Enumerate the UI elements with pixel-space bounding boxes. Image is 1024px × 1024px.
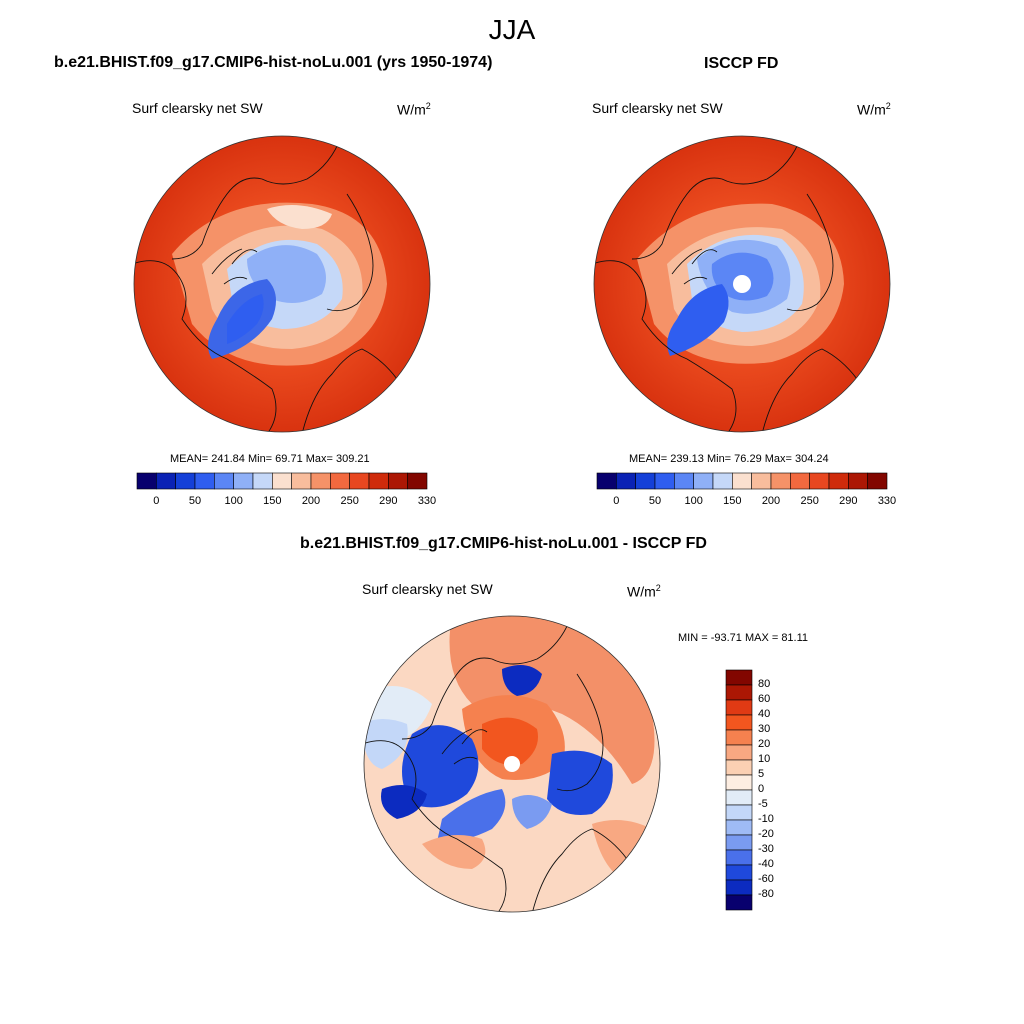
colorbar-diff-swatch xyxy=(725,894,753,911)
colorbar-diff-tick-label: -20 xyxy=(758,828,774,840)
colorbar-diff-swatch xyxy=(725,774,753,791)
colorbar-model-swatch xyxy=(156,472,176,490)
colorbar-model-tick-label: 330 xyxy=(417,495,437,507)
colorbar-model-swatch xyxy=(136,472,157,490)
colorbar-diff-swatch xyxy=(725,699,753,716)
colorbar-obs-tick-label: 50 xyxy=(648,495,662,507)
colorbar-obs-swatch xyxy=(712,472,733,490)
colorbar-diff-swatch xyxy=(725,744,753,761)
panel-diff-title: b.e21.BHIST.f09_g17.CMIP6-hist-noLu.001 … xyxy=(300,535,707,552)
colorbar-diff-tick-label: 10 xyxy=(758,753,771,765)
colorbar-obs-tick-label: 200 xyxy=(761,495,781,507)
colorbar-model-tick-label: 50 xyxy=(188,495,202,507)
colorbar-diff-tick-label: 30 xyxy=(758,723,771,735)
colorbar-obs-swatch xyxy=(751,472,772,490)
colorbar-diff-swatch xyxy=(725,834,753,851)
panel-obs-units: W/m2 xyxy=(857,101,891,118)
colorbar-diff-tick-label: -30 xyxy=(758,843,774,855)
polar-map-obs xyxy=(593,135,891,433)
colorbar-obs-swatch xyxy=(828,472,849,490)
colorbar-diff-tick-label: -80 xyxy=(758,888,774,900)
panel-diff-stats: MIN = -93.71 MAX = 81.11 xyxy=(678,632,809,644)
colorbar-obs-swatch xyxy=(732,472,752,490)
colorbar-diff-tick-label: -60 xyxy=(758,873,774,885)
colorbar-diff-tick-label: -5 xyxy=(758,798,768,810)
colorbar-obs-tick-label: 100 xyxy=(684,495,703,507)
colorbar-model-tick-label: 150 xyxy=(263,495,282,507)
colorbar-model-swatch xyxy=(194,472,215,490)
colorbar-model-swatch xyxy=(310,472,331,490)
colorbar-obs-swatch xyxy=(596,472,617,490)
colorbar-diff-swatch xyxy=(725,684,753,701)
colorbar-obs-swatch xyxy=(867,472,888,490)
polar-map-model xyxy=(133,135,431,433)
colorbar-diff-swatch xyxy=(725,789,753,806)
colorbar-model-tick-label: 100 xyxy=(224,495,243,507)
panel-obs-stats: MEAN= 239.13 Min= 76.29 Max= 304.24 xyxy=(629,453,829,465)
colorbar-diff-swatch xyxy=(725,819,753,836)
colorbar-obs-tick-label: 150 xyxy=(723,495,742,507)
colorbar-diff-swatch xyxy=(725,714,753,731)
colorbar-obs-swatch xyxy=(848,472,868,490)
colorbar-diff-tick-label: 80 xyxy=(758,678,771,690)
polar-map-diff xyxy=(363,615,661,913)
colorbar-obs-swatch xyxy=(790,472,810,490)
colorbar-diff-tick-label: -10 xyxy=(758,813,774,825)
colorbar-obs-swatch xyxy=(770,472,791,490)
colorbar-obs-swatch xyxy=(616,472,636,490)
colorbar-model-tick-label: 200 xyxy=(301,495,321,507)
colorbar-obs-swatch xyxy=(693,472,714,490)
panel-model-variable: Surf clearsky net SW xyxy=(132,100,263,116)
colorbar-model-swatch xyxy=(233,472,254,490)
colorbar-diff-tick-label: 60 xyxy=(758,693,771,705)
colorbar-obs-swatch xyxy=(654,472,675,490)
colorbar-obs-tick-label: 330 xyxy=(877,495,897,507)
figure-title: JJA xyxy=(488,14,536,45)
colorbar-obs-swatch xyxy=(674,472,694,490)
colorbar-diff-swatch xyxy=(725,804,753,821)
colorbar-model xyxy=(136,472,428,490)
colorbar-model-swatch xyxy=(388,472,408,490)
colorbar-model-swatch xyxy=(252,472,273,490)
colorbar-diff-tick-label: 0 xyxy=(758,783,765,795)
colorbar-obs-tick-label: 250 xyxy=(800,495,819,507)
colorbar-model-tick-label: 0 xyxy=(153,495,160,507)
panel-diff-variable: Surf clearsky net SW xyxy=(362,581,493,597)
colorbar-diff-swatch xyxy=(725,729,753,746)
colorbar-model-swatch xyxy=(330,472,350,490)
colorbar-model-tick-label: 250 xyxy=(340,495,359,507)
panel-obs-variable: Surf clearsky net SW xyxy=(592,100,723,116)
panel-model-title: b.e21.BHIST.f09_g17.CMIP6-hist-noLu.001 … xyxy=(54,54,493,71)
colorbar-diff-swatch xyxy=(725,849,753,866)
colorbar-model-swatch xyxy=(349,472,370,490)
colorbar-obs-swatch xyxy=(635,472,656,490)
colorbar-model-tick-label: 290 xyxy=(379,495,398,507)
colorbar-model-swatch xyxy=(175,472,196,490)
colorbar-obs xyxy=(596,472,888,490)
colorbar-diff-tick-label: 40 xyxy=(758,708,771,720)
panel-model-stats: MEAN= 241.84 Min= 69.71 Max= 309.21 xyxy=(170,453,370,465)
colorbar-diff-tick-label: -40 xyxy=(758,858,774,870)
panel-diff-units: W/m2 xyxy=(627,583,661,600)
colorbar-diff-swatch xyxy=(725,879,753,896)
colorbar-diff-swatch xyxy=(725,864,753,881)
panel-model-units: W/m2 xyxy=(397,101,431,118)
panel-obs-title: ISCCP FD xyxy=(704,55,779,72)
colorbar-model-swatch xyxy=(214,472,234,490)
colorbar-model-swatch xyxy=(291,472,312,490)
colorbar-model-swatch xyxy=(407,472,428,490)
colorbar-obs-tick-label: 290 xyxy=(839,495,858,507)
colorbar-model-swatch xyxy=(272,472,292,490)
colorbar-diff-swatch xyxy=(725,759,753,776)
colorbar-model-swatch xyxy=(368,472,389,490)
colorbar-obs-tick-label: 0 xyxy=(613,495,620,507)
colorbar-diff-swatch xyxy=(725,669,753,686)
colorbar-diff-tick-label: 5 xyxy=(758,768,765,780)
colorbar-obs-swatch xyxy=(809,472,830,490)
colorbar-diff-tick-label: 20 xyxy=(758,738,771,750)
colorbar-diff xyxy=(725,669,753,911)
